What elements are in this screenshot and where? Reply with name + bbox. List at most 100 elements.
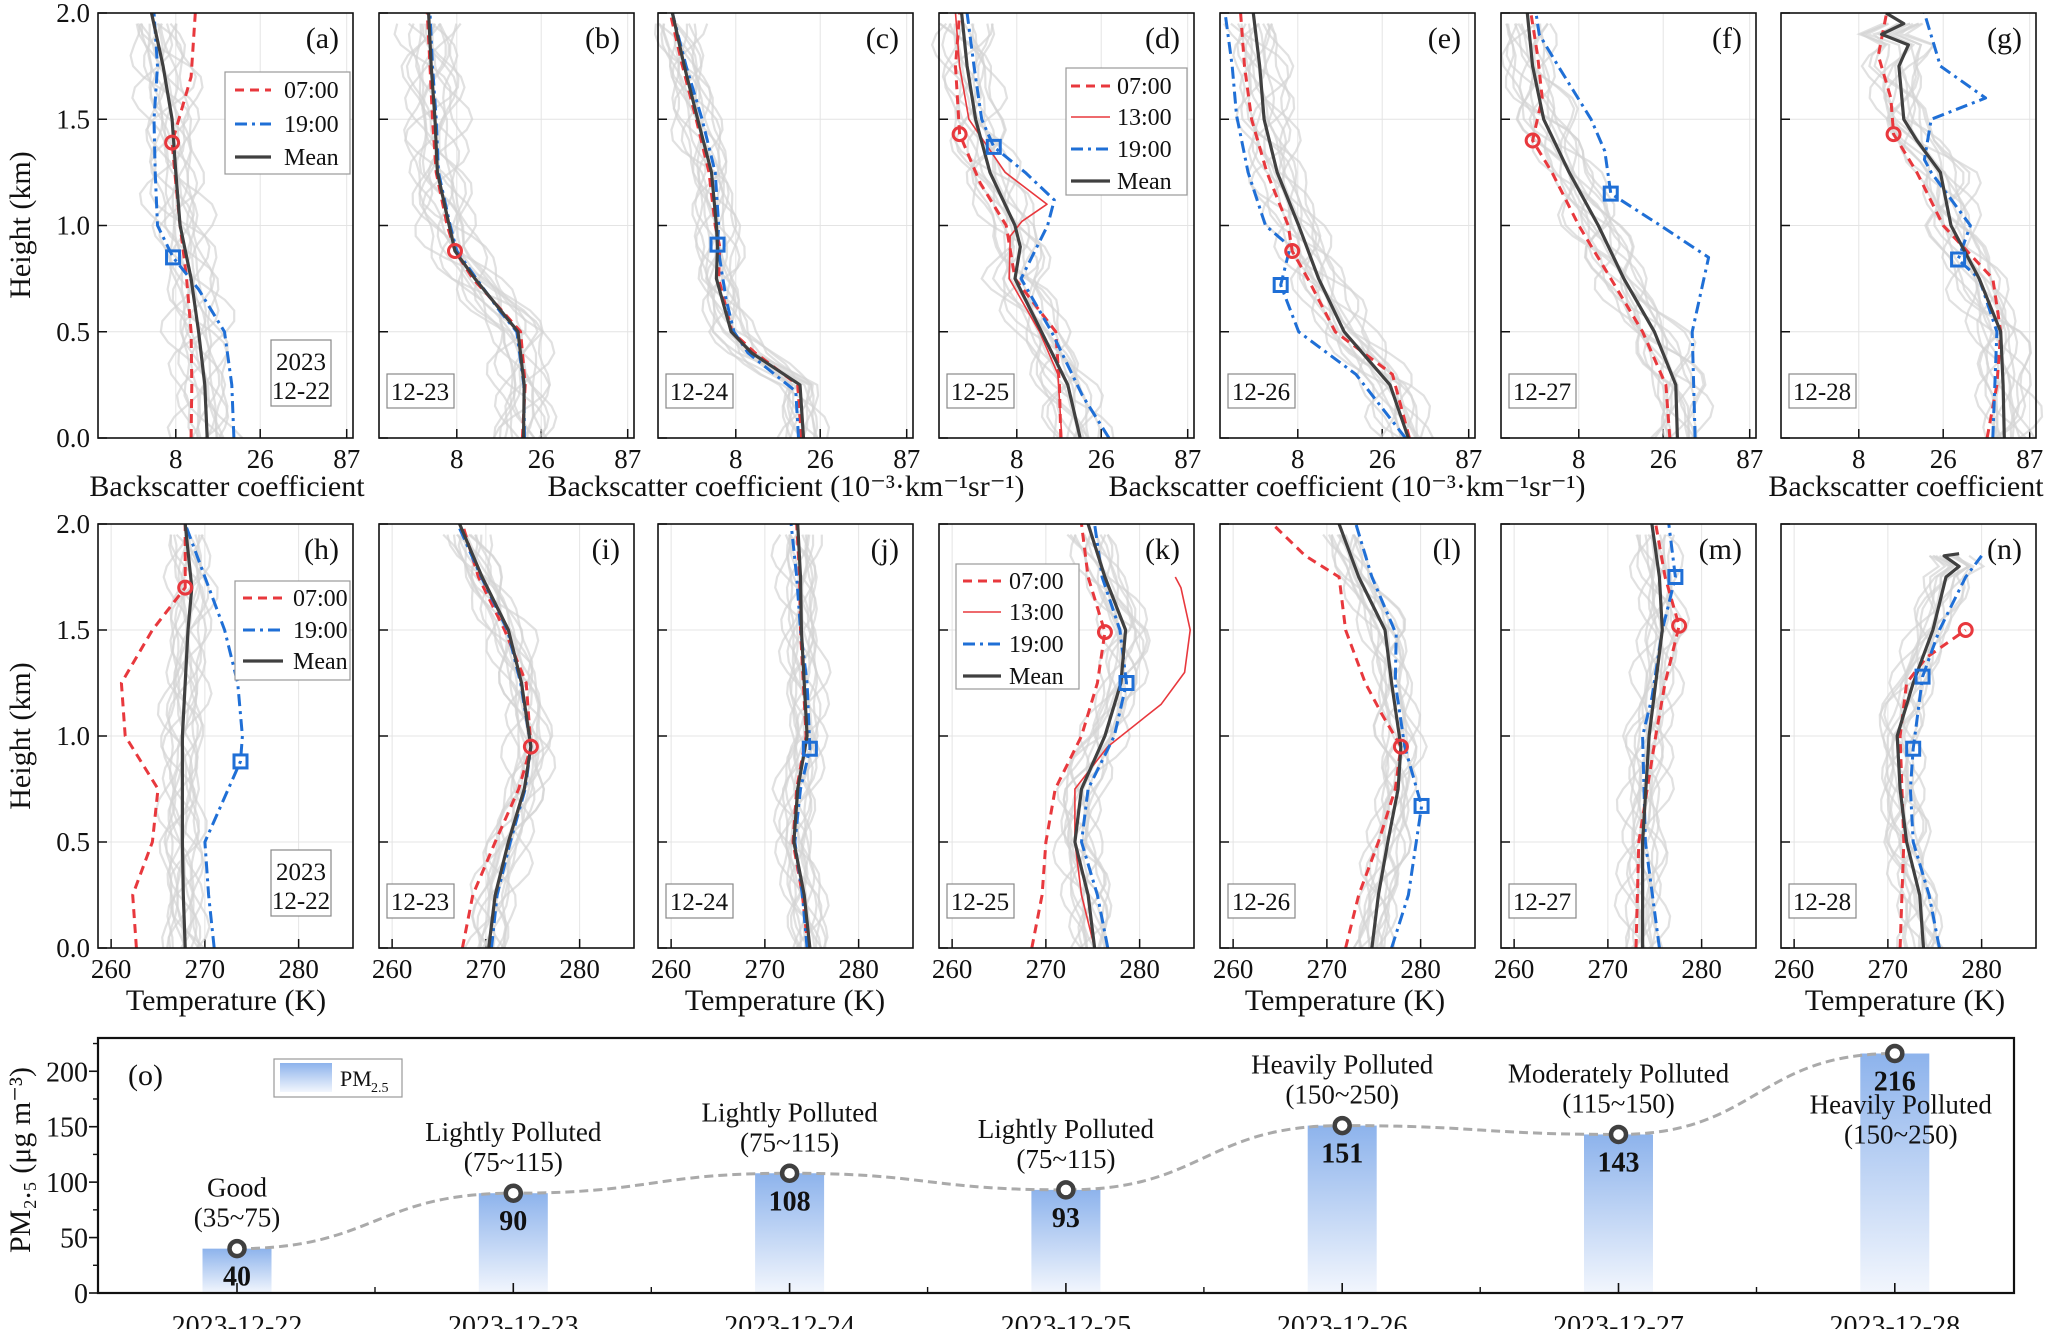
- legend: 07:00 19:00 Mean: [234, 580, 351, 681]
- pm-marker: [1905, 740, 1922, 757]
- profiles: [1030, 524, 1191, 948]
- panel-label: (l): [1433, 533, 1461, 566]
- x-tick-label: 260: [932, 954, 973, 984]
- x-tick-label: 87: [893, 444, 920, 474]
- aqi-level-label: Lightly Polluted: [701, 1097, 878, 1127]
- legend-box: [955, 563, 1080, 690]
- aqi-range-label: (150~250): [1285, 1080, 1399, 1110]
- x-tick-label: 8: [1291, 444, 1305, 474]
- legend-label-mean: Mean: [284, 145, 339, 171]
- x-tick-label: 260: [1494, 954, 1535, 984]
- date-box: [946, 373, 1015, 409]
- date-day: 12-27: [1513, 889, 1571, 916]
- noon-profile: [954, 13, 1063, 438]
- x-axis-label: Temperature (K): [685, 984, 885, 1017]
- legend-label-pm: 19:00: [284, 112, 339, 138]
- date-box: [1788, 373, 1857, 409]
- data-point: [1608, 1124, 1629, 1145]
- date-box: [386, 883, 455, 919]
- aqi-level-label: Good: [207, 1173, 267, 1203]
- pm-marker: [232, 753, 249, 770]
- profiles: [1634, 524, 1681, 948]
- panel-label: (m): [1699, 533, 1742, 566]
- axes-frame: [938, 12, 1195, 439]
- axes-frame: [657, 523, 914, 949]
- am-profile: [1529, 13, 1672, 438]
- x-tick-label: 280: [1119, 954, 1160, 984]
- panel-label: (o): [128, 1059, 163, 1092]
- legend-label-pm: 19:00: [293, 618, 348, 644]
- x-tick-label: 8: [729, 444, 743, 474]
- x-tick-label: 87: [2016, 444, 2043, 474]
- ensemble-profile: [1861, 22, 2033, 439]
- axes-frame: [1219, 12, 1476, 439]
- y-axis-label: Height (km): [4, 151, 37, 298]
- am-marker: [164, 134, 181, 151]
- x-tick-label: 8: [450, 444, 464, 474]
- axes-frame: [1219, 523, 1476, 949]
- legend-label-mean: Mean: [293, 649, 348, 675]
- panel-label: (n): [1987, 533, 2022, 566]
- pm-marker: [1602, 185, 1619, 202]
- mean-profile: [1640, 524, 1664, 948]
- aqi-range-label: (75~115): [464, 1147, 563, 1177]
- legend-label: PM: [340, 1066, 372, 1091]
- x-tick-label: 8: [169, 444, 183, 474]
- pm-marker: [1413, 797, 1430, 814]
- ensemble-profile: [1615, 534, 1676, 949]
- legend-label-pm: 19:00: [1009, 632, 1064, 658]
- date-day: 12-26: [1232, 379, 1290, 406]
- bar: [478, 1193, 548, 1293]
- ensemble-profile: [1069, 533, 1149, 949]
- date-box: [665, 883, 734, 919]
- panel-e: 8 26 87 (e) 12-26: [1219, 12, 1482, 474]
- ensemble-profile: [784, 534, 818, 949]
- y-tick-label: 200: [46, 1057, 88, 1088]
- legend-label-am: 07:00: [1117, 74, 1172, 100]
- ensemble-profile: [129, 23, 229, 439]
- x-tick-label: 260: [1774, 954, 1815, 984]
- value-label: 93: [1052, 1203, 1080, 1234]
- ensemble-profile: [1062, 534, 1138, 949]
- pm-profile: [1223, 13, 1407, 438]
- date-box: [1788, 883, 1857, 919]
- ensemble-profile: [1052, 534, 1131, 949]
- axes-frame: [1780, 12, 2037, 439]
- ensemble-profile: [411, 23, 545, 439]
- legend: 07:00 13:00 19:00 Mean: [955, 563, 1080, 690]
- mean-profile: [1895, 552, 1961, 948]
- y-axis-label: PM₂.₅ (μg m⁻³): [4, 1067, 37, 1253]
- y-tick-label: 0.5: [56, 827, 90, 857]
- date-box: [1227, 373, 1296, 409]
- ensemble-profile: [408, 22, 556, 439]
- panel-label: (a): [306, 22, 339, 55]
- am-marker: [1284, 243, 1301, 259]
- x-tick-label: 280: [838, 954, 879, 984]
- x-tick-label: 26: [1088, 444, 1115, 474]
- pm-marker: [1950, 251, 1967, 268]
- profiles: [425, 13, 527, 438]
- panel-i: 260 270 280 (i) 12-23: [372, 523, 635, 984]
- ensemble-profile: [1066, 533, 1151, 949]
- x-axis-label: Backscatter coefficient: [89, 470, 365, 503]
- y-tick-label: 0: [74, 1279, 88, 1310]
- legend-label-subscript: 2.5: [371, 1081, 389, 1096]
- legend-swatch: [280, 1063, 332, 1092]
- panel-l: 260 270 280 (l) 12-26: [1213, 523, 1476, 984]
- axes-frame: [96, 1036, 2016, 1295]
- ensemble-profile: [415, 23, 538, 439]
- date-box: [270, 339, 332, 407]
- date-day: 12-23: [391, 379, 449, 406]
- pm-marker: [1272, 277, 1289, 293]
- ensemble-profile: [421, 23, 536, 439]
- axes-frame: [657, 12, 914, 439]
- x-axis-label: Temperature (K): [1245, 984, 1445, 1017]
- ensemble-profile: [939, 22, 1077, 439]
- axes-frame: [1780, 523, 2037, 949]
- x-tick-label: 2023-12-28: [1829, 1311, 1960, 1329]
- legend-label-am: 07:00: [284, 78, 339, 104]
- date-year: 2023: [276, 859, 326, 886]
- x-axis-label: Backscatter coefficient: [1768, 470, 2044, 503]
